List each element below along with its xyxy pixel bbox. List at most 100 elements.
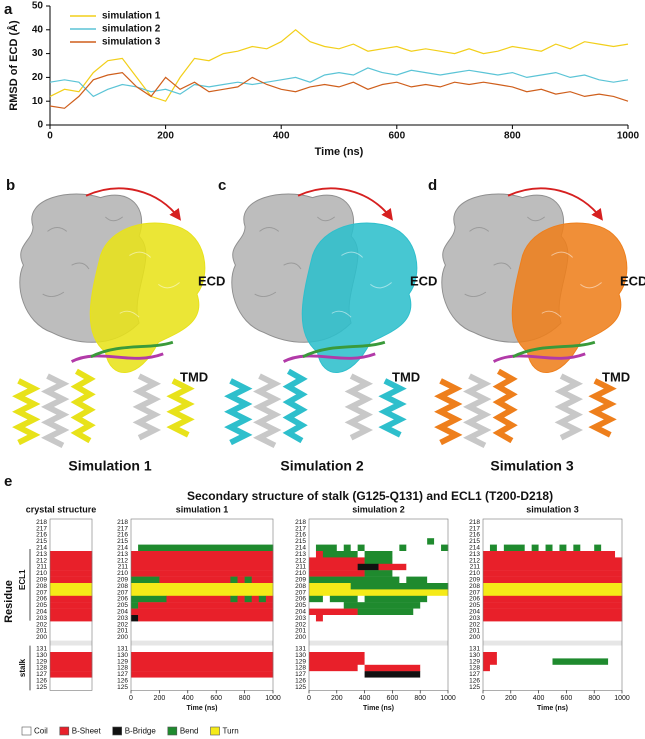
legend-label: simulation 3: [102, 37, 161, 48]
structure-cell: [159, 576, 231, 584]
structure-cell: [131, 544, 139, 552]
structure-cell: [524, 544, 532, 552]
residue-label: 207: [469, 589, 480, 596]
structure-cell: [503, 544, 525, 552]
structure-cell: [483, 525, 623, 532]
structure-cell: [483, 576, 623, 584]
structure-cell: [309, 608, 358, 616]
structure-cell: [50, 634, 93, 641]
x-tick-label: 600: [561, 695, 573, 702]
domain-label: TMD: [602, 369, 630, 384]
structure-cell: [336, 544, 345, 552]
structure-cell: [364, 595, 428, 603]
structure-cell: [50, 652, 93, 659]
x-tick-label: 400: [273, 131, 290, 142]
residue-label: 218: [36, 519, 47, 526]
structure-cell: [309, 615, 317, 622]
residue-label: 125: [469, 684, 480, 691]
structure-cell: [496, 658, 553, 665]
structure-cell: [237, 595, 245, 603]
x-tick-label: 200: [154, 695, 166, 702]
structure-cell: [131, 519, 274, 526]
x-axis-label: Time (ns): [187, 705, 218, 712]
residue-label: 217: [469, 525, 480, 532]
residue-label: 213: [117, 551, 128, 558]
residue-label: 128: [117, 665, 128, 672]
gap-band: [131, 640, 273, 646]
structure-cell: [364, 544, 400, 552]
structure-cell: [420, 671, 449, 678]
subplot-title: simulation 2: [352, 504, 405, 514]
residue-label: 212: [36, 557, 47, 564]
structure-cell: [483, 583, 623, 590]
structure-cell: [309, 664, 358, 672]
residue-label: 211: [118, 564, 129, 571]
subplot-title: crystal structure: [26, 504, 97, 514]
structure-cell: [489, 664, 623, 672]
residue-label: 209: [117, 577, 128, 584]
panel-label: b: [6, 177, 15, 194]
structure-caption: Simulation 1: [68, 458, 151, 474]
structure-cell: [483, 519, 623, 526]
structure-cell: [483, 652, 498, 659]
structure-cell: [615, 551, 623, 558]
residue-label: 215: [469, 538, 480, 545]
residue-label: 205: [36, 602, 47, 609]
structure-cell: [50, 677, 93, 685]
residue-label: 214: [469, 545, 480, 552]
residue-label: 128: [295, 665, 306, 672]
structure-cell: [322, 595, 331, 603]
structure-cell: [343, 602, 421, 609]
structure-cell: [251, 576, 274, 584]
residue-label: 208: [117, 583, 128, 590]
structure-cell: [50, 583, 93, 590]
y-tick-label: 0: [37, 120, 43, 131]
residue-label: 129: [117, 658, 128, 665]
residue-label: 211: [37, 564, 48, 571]
residue-label: 208: [469, 583, 480, 590]
structure-cell: [364, 557, 393, 564]
structure-cell: [483, 570, 623, 577]
structure-cell: [237, 576, 245, 584]
residue-label: 201: [469, 628, 480, 635]
residue-label: 129: [469, 658, 480, 665]
structure-cell: [315, 551, 324, 558]
structure-cell: [309, 551, 317, 558]
structure-cell: [601, 544, 623, 552]
x-tick-label: 200: [505, 695, 517, 702]
residue-label: 201: [36, 628, 47, 635]
residue-label: 204: [469, 609, 480, 616]
structure-cell: [50, 576, 93, 584]
residue-label: 214: [295, 545, 306, 552]
structure-cell: [50, 563, 93, 571]
residue-label: 203: [117, 615, 128, 622]
structure-cell: [131, 608, 274, 616]
structure-cell: [50, 525, 93, 532]
structure-cell: [483, 634, 623, 641]
residue-label: 206: [36, 596, 47, 603]
residue-label: 130: [295, 652, 306, 659]
structure-cell: [489, 544, 498, 552]
structure-cell: [350, 544, 358, 552]
x-tick-label: 1000: [265, 695, 281, 702]
residue-label: 127: [469, 671, 480, 678]
structure-cell: [50, 544, 93, 552]
structure-cell: [566, 544, 574, 552]
residue-label: 200: [117, 634, 128, 641]
structure-cell: [131, 671, 274, 678]
structure-cell: [357, 608, 414, 616]
structure-cell: [309, 621, 449, 628]
x-tick-label: 400: [182, 695, 194, 702]
residue-label: 202: [469, 621, 480, 628]
structure-cell: [131, 664, 274, 672]
structure-cell: [483, 677, 623, 685]
residue-label: 127: [295, 671, 306, 678]
structure-cell: [357, 595, 365, 603]
x-tick-label: 0: [307, 695, 311, 702]
residue-label: 213: [295, 551, 306, 558]
residue-label: 214: [117, 545, 128, 552]
structure-cell: [427, 576, 449, 584]
structure-cell: [483, 557, 623, 564]
residue-label: 205: [469, 602, 480, 609]
